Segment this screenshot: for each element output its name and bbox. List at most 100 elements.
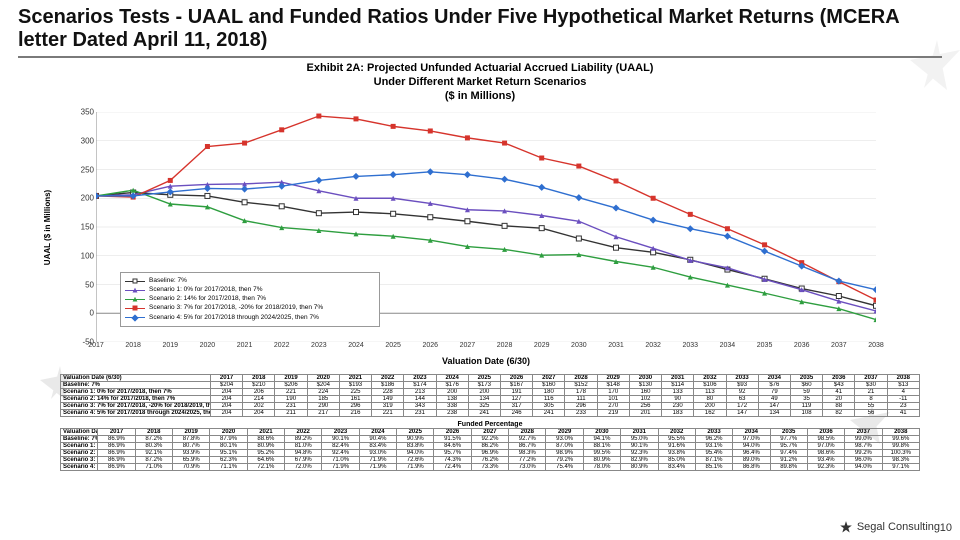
y-tick-label: 250 xyxy=(81,165,94,174)
table-cell: 233 xyxy=(565,410,597,417)
table-row: Scenario 4: 5% for 2017/2018 through 202… xyxy=(61,410,920,417)
x-tick-label: 2032 xyxy=(645,342,661,349)
table-cell: 238 xyxy=(436,410,468,417)
table-cell: $93 xyxy=(726,382,758,389)
table-cell: 225 xyxy=(339,389,371,396)
table-cell: 86.7% xyxy=(509,443,546,450)
table-cell: 94.1% xyxy=(583,436,620,443)
table-cell: 91.6% xyxy=(658,443,695,450)
table-cell: $13 xyxy=(887,382,919,389)
table-cell: 62.3% xyxy=(210,457,247,464)
table-header-cell: 2025 xyxy=(468,375,500,382)
x-tick-label: 2021 xyxy=(237,342,253,349)
table-header-cell: 2038 xyxy=(882,429,919,436)
x-axis-title: Valuation Date (6/30) xyxy=(96,356,876,366)
table-cell: 94.0% xyxy=(733,443,770,450)
table-cell: 56 xyxy=(855,410,887,417)
table-header-cell: 2018 xyxy=(135,429,172,436)
table-cell: 90.4% xyxy=(359,436,396,443)
table-cell: 204 xyxy=(211,410,243,417)
table-header-cell: 2021 xyxy=(247,429,284,436)
table-cell: 8 xyxy=(855,396,887,403)
table-cell: 88.6% xyxy=(247,436,284,443)
legend-item: Scenario 2: 14% for 2017/2018, then 7% xyxy=(125,295,375,303)
table-cell: 90.1% xyxy=(322,436,359,443)
table-cell: 149 xyxy=(372,396,404,403)
table-cell: 201 xyxy=(629,410,661,417)
table-cell: 72.0% xyxy=(285,464,322,471)
x-tick-label: 2020 xyxy=(200,342,216,349)
table-header-cell: 2025 xyxy=(397,429,434,436)
table-cell: 200 xyxy=(694,403,726,410)
x-tick-label: 2030 xyxy=(571,342,587,349)
table-cell: 98.6% xyxy=(807,450,844,457)
x-tick-label: 2027 xyxy=(460,342,476,349)
table-cell: 83.8% xyxy=(397,443,434,450)
table-header-cell: 2028 xyxy=(565,375,597,382)
table-cell: 73.0% xyxy=(509,464,546,471)
x-tick-label: 2018 xyxy=(125,342,141,349)
table-cell: 241 xyxy=(533,410,565,417)
table-cell: 89.2% xyxy=(285,436,322,443)
table-cell: 230 xyxy=(662,403,694,410)
table-cell: 246 xyxy=(500,410,532,417)
table-cell: 99.0% xyxy=(845,436,882,443)
table-cell: 86.9% xyxy=(98,436,135,443)
table-header-cell: 2030 xyxy=(583,429,620,436)
table-cell: 99.8% xyxy=(882,443,919,450)
x-tick-label: 2037 xyxy=(831,342,847,349)
brand-text: Segal Consulting xyxy=(857,521,940,533)
table-header-cell: 2036 xyxy=(807,429,844,436)
table-cell: 93.4% xyxy=(807,457,844,464)
table-row-label: Scenario 4: 5% for 2017/2018 through 202… xyxy=(61,464,98,471)
table-cell: 21 xyxy=(855,389,887,396)
chart-legend: Baseline: 7%Scenario 1: 0% for 2017/2018… xyxy=(120,272,380,327)
table-header-cell: 2021 xyxy=(339,375,371,382)
table-header-cell: 2018 xyxy=(243,375,275,382)
table-row: Baseline: 7%$204$210$206$204$193$186$174… xyxy=(61,382,920,389)
table-cell: 65.9% xyxy=(173,457,210,464)
table-cell: 80.9% xyxy=(583,457,620,464)
table-header-cell: 2022 xyxy=(372,375,404,382)
table-cell: 97.0% xyxy=(733,436,770,443)
table-cell: 86.9% xyxy=(98,450,135,457)
table-header-cell: 2026 xyxy=(434,429,471,436)
table-cell: 71.9% xyxy=(322,464,359,471)
table-cell: 96.4% xyxy=(733,450,770,457)
legend-label: Baseline: 7% xyxy=(149,277,187,285)
table-cell: 82.4% xyxy=(322,443,359,450)
slide-title: Scenarios Tests - UAAL and Funded Ratios… xyxy=(18,6,942,52)
table-cell: 94.0% xyxy=(845,464,882,471)
table-cell: 63 xyxy=(726,396,758,403)
table-cell: 71.0% xyxy=(135,464,172,471)
x-ticks: 2017201820192020202120222023202420252026… xyxy=(96,342,876,354)
table-cell: 183 xyxy=(662,410,694,417)
y-tick-label: 300 xyxy=(81,136,94,145)
x-tick-label: 2026 xyxy=(422,342,438,349)
table-cell: 95.1% xyxy=(210,450,247,457)
table-cell: 59 xyxy=(790,389,822,396)
table-row-label: Scenario 3: 7% for 2017/2018, -20% for 2… xyxy=(61,457,98,464)
table-cell: 93.9% xyxy=(173,450,210,457)
x-tick-label: 2023 xyxy=(311,342,327,349)
table-cell: $174 xyxy=(404,382,436,389)
table-cell: 86.2% xyxy=(471,443,508,450)
table-cell: 204 xyxy=(243,410,275,417)
table-cell: 98.5% xyxy=(807,436,844,443)
table-cell: 85.0% xyxy=(658,457,695,464)
table-cell: 290 xyxy=(307,403,339,410)
page-number: 10 xyxy=(940,522,952,534)
table-header-cell: 2034 xyxy=(758,375,790,382)
table-cell: 108 xyxy=(790,410,822,417)
table-cell: 219 xyxy=(597,410,629,417)
table-cell: 92.4% xyxy=(322,450,359,457)
table-cell: 95.7% xyxy=(770,443,807,450)
table-cell: 97.7% xyxy=(770,436,807,443)
table-cell: 231 xyxy=(275,403,307,410)
x-tick-label: 2031 xyxy=(608,342,624,349)
x-tick-label: 2019 xyxy=(162,342,178,349)
table-cell: 92.7% xyxy=(509,436,546,443)
table-header-cell: 2028 xyxy=(509,429,546,436)
table-cell: 338 xyxy=(436,403,468,410)
table-row: Scenario 2: 14% for 2017/2018, then 7%86… xyxy=(61,450,920,457)
